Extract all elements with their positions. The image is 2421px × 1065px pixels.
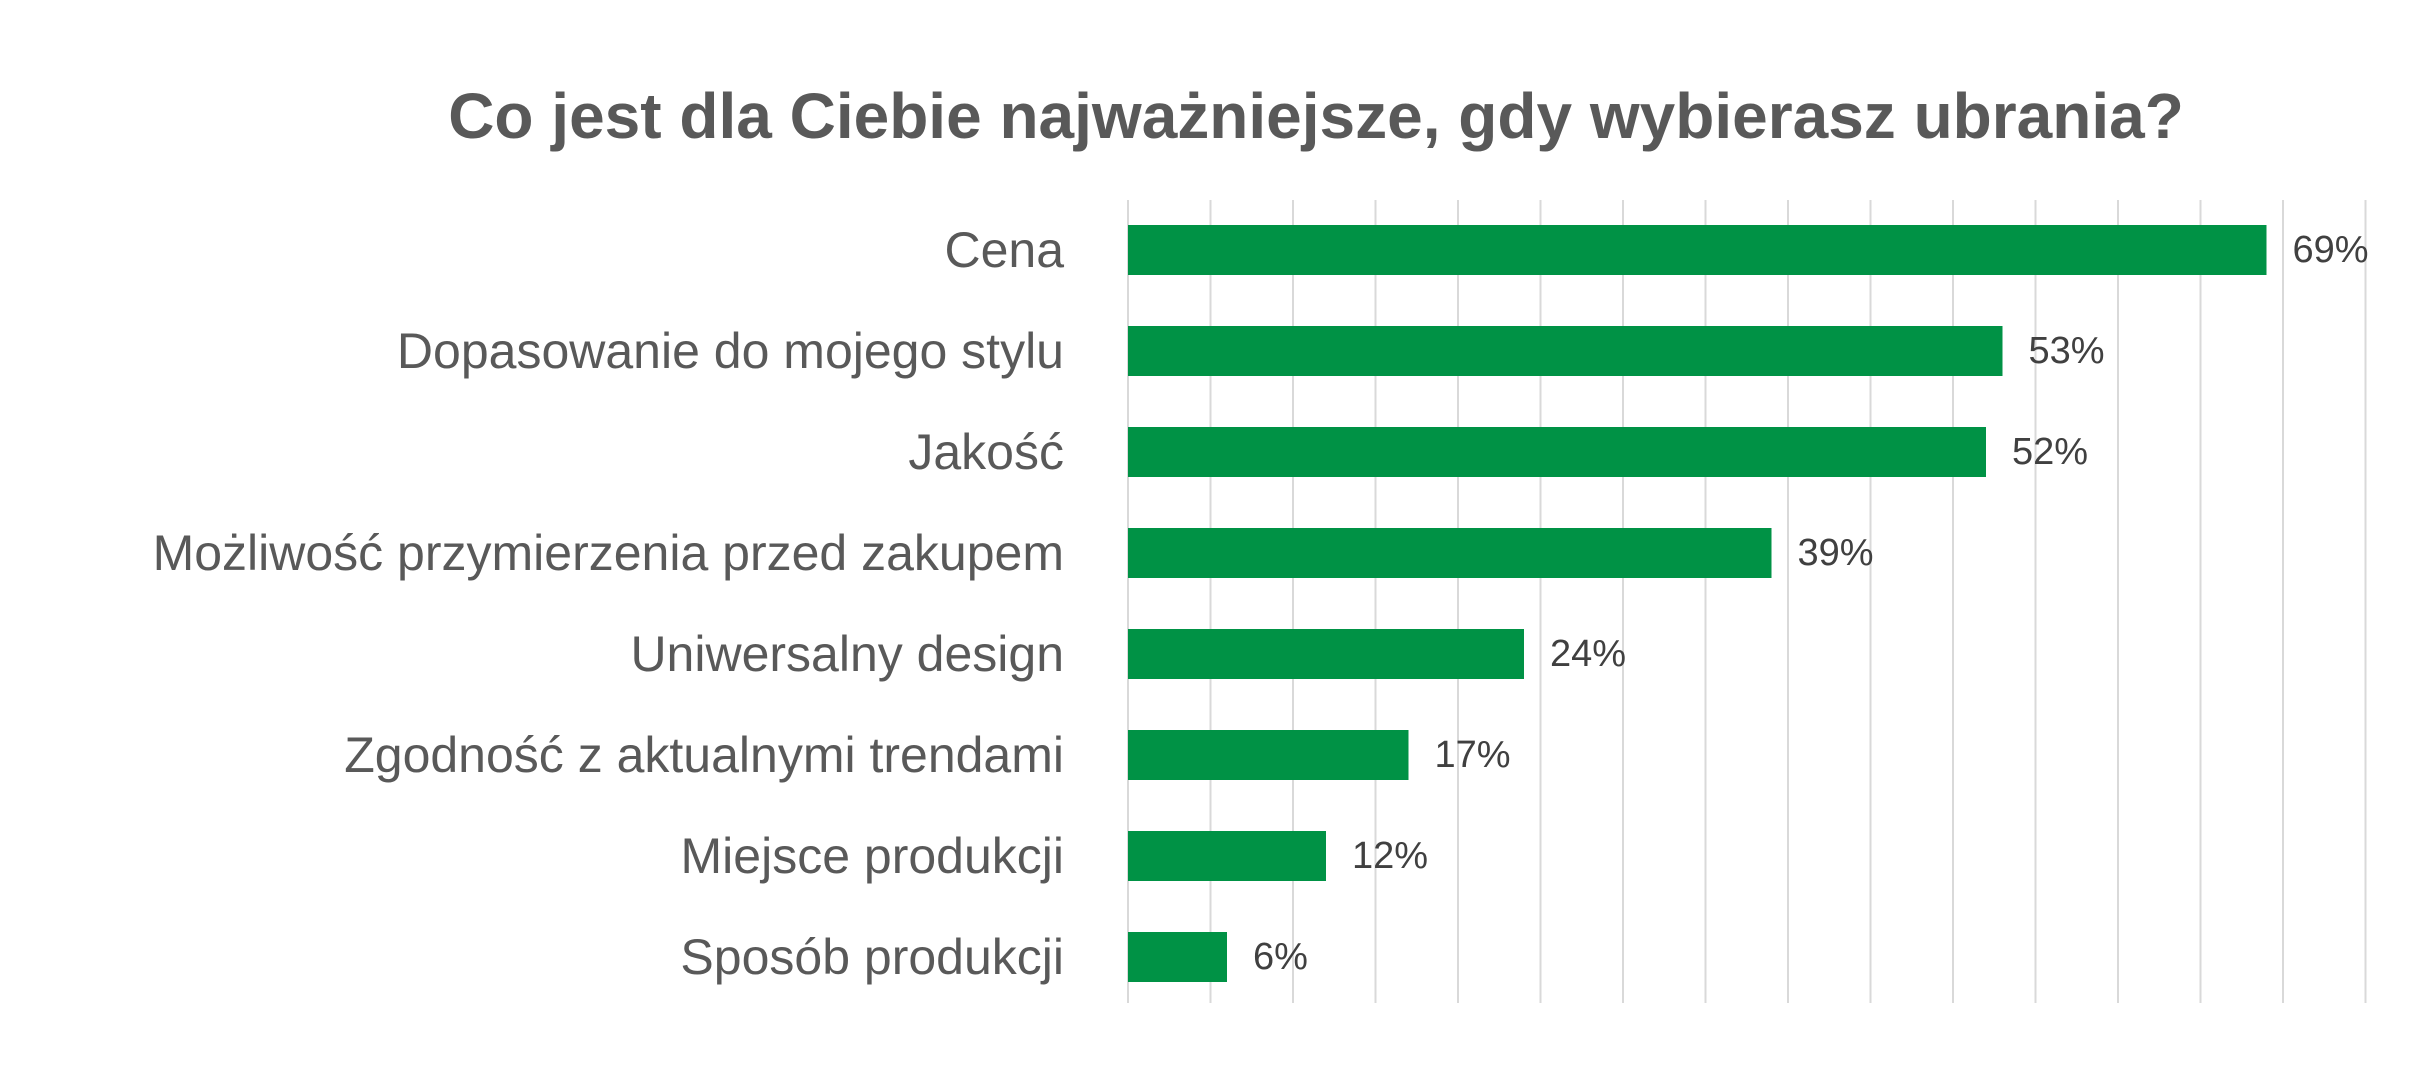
category-label: Uniwersalny design [630, 626, 1064, 682]
data-label: 6% [1253, 936, 1308, 978]
category-label: Dopasowanie do mojego stylu [397, 323, 1064, 379]
bar [1128, 326, 2003, 376]
data-label: 53% [2029, 330, 2105, 372]
category-label: Jakość [908, 424, 1064, 480]
category-label: Miejsce produkcji [681, 828, 1064, 884]
bars [1128, 225, 2267, 982]
data-label: 39% [1798, 532, 1874, 574]
chart-title: Co jest dla Ciebie najważniejsze, gdy wy… [448, 80, 2184, 152]
data-label: 17% [1435, 734, 1511, 776]
bar [1128, 225, 2267, 275]
data-label: 52% [2012, 431, 2088, 473]
gridlines [1127, 200, 2367, 1003]
category-labels: Cena Dopasowanie do mojego stylu Jakość Moż… [153, 222, 1065, 985]
bar [1128, 629, 1524, 679]
data-label: 69% [2293, 229, 2369, 271]
category-label: Sposób produkcji [680, 929, 1064, 985]
data-label: 24% [1550, 633, 1626, 675]
bar [1128, 831, 1326, 881]
category-label: Zgodność z aktualnymi trendami [344, 727, 1064, 783]
bar [1128, 427, 1986, 477]
bar [1128, 932, 1227, 982]
category-label: Możliwość przymierzenia przed zakupem [153, 525, 1064, 581]
bar [1128, 528, 1772, 578]
category-label: Cena [944, 222, 1064, 278]
bar [1128, 730, 1409, 780]
data-label: 12% [1352, 835, 1428, 877]
value-labels: 69% 53% 52% 39% 24% 17% 12% 6% [1253, 229, 2369, 978]
